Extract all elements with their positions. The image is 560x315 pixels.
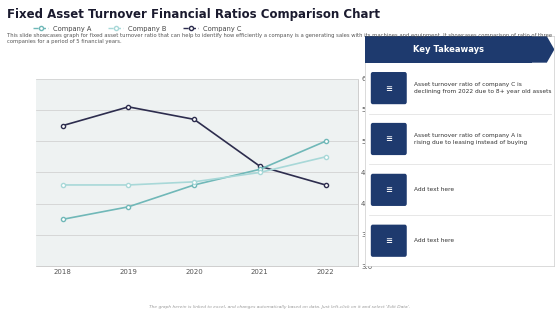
Text: ≡: ≡ xyxy=(385,135,392,144)
Text: Asset turnover ratio of company C is
declining from 2022 due to 8+ year old asse: Asset turnover ratio of company C is dec… xyxy=(414,82,552,94)
Text: Add text here: Add text here xyxy=(414,238,455,243)
Polygon shape xyxy=(530,36,554,63)
Text: Asset turnover ratio of company A is
rising due to leasing instead of buying: Asset turnover ratio of company A is ris… xyxy=(414,133,528,145)
Text: Add text here: Add text here xyxy=(414,187,455,192)
Text: Key Takeaways: Key Takeaways xyxy=(413,45,484,54)
FancyBboxPatch shape xyxy=(371,174,407,206)
FancyBboxPatch shape xyxy=(371,225,407,257)
FancyBboxPatch shape xyxy=(371,72,407,104)
Text: Fixed Asset Turnover Financial Ratios Comparison Chart: Fixed Asset Turnover Financial Ratios Co… xyxy=(7,8,380,21)
Text: This slide showcases graph for fixed asset turnover ratio that can help to ident: This slide showcases graph for fixed ass… xyxy=(7,33,552,44)
Text: ≡: ≡ xyxy=(385,185,392,194)
Legend: Company A, Company B, Company C: Company A, Company B, Company C xyxy=(33,26,242,32)
Text: ≡: ≡ xyxy=(385,83,392,93)
Y-axis label: Fixed Asset
Turnover Ratio: Fixed Asset Turnover Ratio xyxy=(392,148,405,197)
FancyBboxPatch shape xyxy=(365,36,531,63)
Text: The graph herein is linked to excel, and changes automatically based on data. Ju: The graph herein is linked to excel, and… xyxy=(150,305,410,309)
Text: ≡: ≡ xyxy=(385,236,392,245)
FancyBboxPatch shape xyxy=(371,123,407,155)
